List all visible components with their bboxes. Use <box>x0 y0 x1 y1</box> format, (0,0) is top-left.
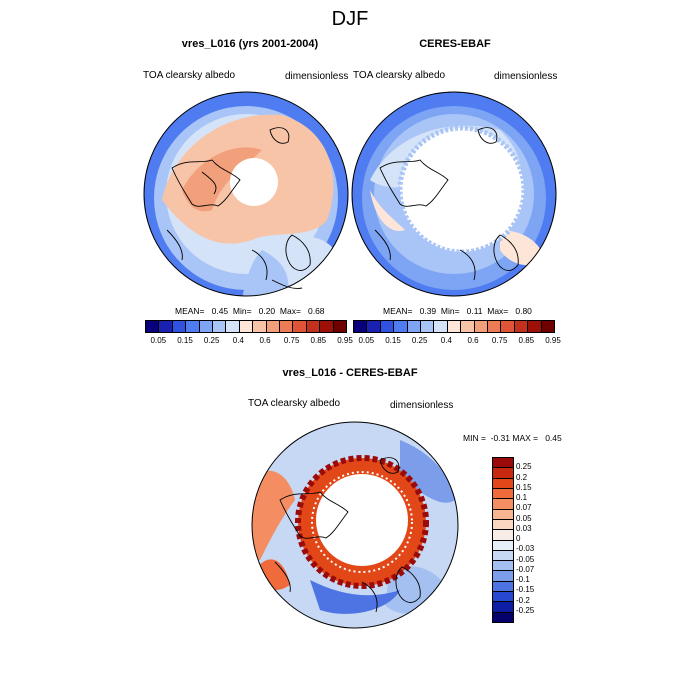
model-colorbar-tick-label: 0.4 <box>232 336 244 345</box>
model-colorbar-swatch <box>146 321 160 332</box>
diff-colorbar-swatch <box>493 612 513 622</box>
obs-colorbar-tick-label: 0.4 <box>440 336 452 345</box>
diff-polar-map <box>251 421 459 629</box>
model-colorbar-tick-label: 0.95 <box>337 336 353 345</box>
diff-colorbar-tick-label: -0.07 <box>516 564 535 574</box>
model-colorbar-tick-label: 0.05 <box>150 336 167 345</box>
diff-colorbar-swatch <box>493 550 513 562</box>
obs-colorbar-swatch <box>528 321 542 332</box>
obs-colorbar <box>353 320 555 333</box>
diff-colorbar-swatch <box>493 499 513 510</box>
obs-polar-map <box>351 91 557 297</box>
diff-minmax: MIN = -0.31 MAX = 0.45 <box>463 433 562 443</box>
obs-colorbar-ticks: 0.05 0.15 0.25 0.4 0.6 0.75 0.85 0.95 <box>353 336 561 348</box>
diff-colorbar <box>492 457 514 623</box>
obs-stats: MEAN= 0.39 Min= 0.11 Max= 0.80 <box>383 306 532 316</box>
diff-colorbar-swatch <box>493 519 513 531</box>
diff-colorbar-tick-label: 0.1 <box>516 493 528 502</box>
model-colorbar-tick-label: 0.6 <box>259 336 271 345</box>
diff-right-label: dimensionless <box>390 400 454 411</box>
diff-colorbar-swatch <box>493 458 513 469</box>
model-colorbar-tick-label: 0.75 <box>283 336 300 345</box>
model-colorbar-tick-label: 0.25 <box>203 336 220 345</box>
diff-colorbar-ticks: 0.25 0.2 0.15 0.1 0.07 0.05 0.03 0 -0.03 -0.05 -0.… <box>516 457 556 621</box>
model-colorbar-swatch <box>186 321 200 332</box>
obs-colorbar-swatch <box>421 321 435 332</box>
diff-colorbar-tick-label: -0.25 <box>516 605 535 615</box>
diff-colorbar-tick-label: 0.2 <box>516 472 528 482</box>
model-colorbar-swatch <box>253 321 267 332</box>
obs-colorbar-swatch <box>474 321 489 332</box>
model-polar-map <box>143 91 349 297</box>
obs-colorbar-tick-label: 0.05 <box>358 336 375 345</box>
diff-colorbar-swatch <box>493 530 513 541</box>
obs-colorbar-swatch <box>394 321 408 332</box>
model-colorbar-swatch <box>213 321 227 332</box>
model-colorbar-swatch <box>199 321 214 332</box>
obs-colorbar-swatch <box>541 321 555 332</box>
diff-colorbar-tick-label: -0.03 <box>516 544 535 554</box>
diff-panel-title: vres_L016 - CERES-EBAF <box>282 367 418 379</box>
obs-colorbar-swatch <box>354 321 368 332</box>
obs-colorbar-swatch <box>407 321 422 332</box>
obs-colorbar-tick-label: 0.25 <box>411 336 428 345</box>
diff-colorbar-tick-label: 0.15 <box>516 482 532 492</box>
main-title: DJF <box>331 8 369 30</box>
obs-panel-title: CERES-EBAF <box>419 38 491 50</box>
diff-colorbar-swatch <box>493 478 513 489</box>
model-panel-title: vres_L016 (yrs 2001-2004) <box>181 38 319 50</box>
obs-left-label: TOA clearsky albedo <box>353 70 446 81</box>
model-colorbar-swatch <box>172 321 187 332</box>
diff-colorbar-swatch <box>493 602 513 613</box>
obs-colorbar-tick-label: 0.75 <box>491 336 508 345</box>
model-stats: MEAN= 0.45 Min= 0.20 Max= 0.68 <box>175 306 325 316</box>
model-colorbar <box>145 320 347 333</box>
model-colorbar-swatch <box>293 321 307 332</box>
diff-colorbar-tick-label: 0 <box>516 534 521 543</box>
model-left-label: TOA clearsky albedo <box>143 70 236 81</box>
obs-right-label: dimensionless <box>494 71 558 82</box>
obs-colorbar-tick-label: 0.95 <box>545 336 561 345</box>
model-colorbar-swatch <box>333 321 347 332</box>
diff-colorbar-tick-label: -0.2 <box>516 595 530 605</box>
diff-colorbar-tick-label: -0.15 <box>516 585 535 595</box>
diff-colorbar-tick-label: 0.25 <box>516 462 532 472</box>
obs-colorbar-swatch <box>434 321 448 332</box>
diff-left-label: TOA clearsky albedo <box>248 398 341 409</box>
diff-colorbar-tick-label: 0.05 <box>516 513 532 523</box>
diff-colorbar-tick-label: 0.03 <box>516 523 532 533</box>
diff-colorbar-tick-label: -0.05 <box>516 554 535 564</box>
obs-colorbar-swatch <box>367 321 381 332</box>
diff-colorbar-swatch <box>493 488 513 500</box>
diff-colorbar-swatch <box>493 509 513 520</box>
obs-colorbar-swatch <box>380 321 395 332</box>
model-colorbar-swatch <box>159 321 173 332</box>
obs-colorbar-tick-label: 0.85 <box>518 336 535 345</box>
diff-colorbar-swatch <box>493 571 513 582</box>
obs-colorbar-tick-label: 0.15 <box>385 336 401 345</box>
diff-colorbar-swatch <box>493 540 513 551</box>
diff-colorbar-swatch <box>493 581 513 593</box>
model-colorbar-swatch <box>239 321 254 332</box>
model-colorbar-ticks: 0.05 0.15 0.25 0.4 0.6 0.75 0.85 0.95 <box>145 336 353 348</box>
diff-colorbar-tick-label: 0.07 <box>516 503 532 513</box>
obs-colorbar-swatch <box>514 321 529 332</box>
obs-colorbar-tick-label: 0.6 <box>467 336 479 345</box>
model-colorbar-swatch <box>306 321 321 332</box>
model-right-label: dimensionless <box>285 71 349 82</box>
obs-colorbar-swatch <box>447 321 462 332</box>
diff-colorbar-swatch <box>493 468 513 479</box>
obs-colorbar-swatch <box>501 321 515 332</box>
model-colorbar-swatch <box>226 321 240 332</box>
model-colorbar-swatch <box>266 321 281 332</box>
model-colorbar-swatch <box>320 321 334 332</box>
obs-colorbar-swatch <box>488 321 502 332</box>
obs-colorbar-swatch <box>461 321 475 332</box>
model-colorbar-tick-label: 0.15 <box>177 336 193 345</box>
diff-colorbar-tick-label: -0.1 <box>516 575 530 584</box>
model-colorbar-swatch <box>280 321 294 332</box>
diff-colorbar-swatch <box>493 592 513 603</box>
diff-colorbar-swatch <box>493 561 513 572</box>
model-colorbar-tick-label: 0.85 <box>310 336 327 345</box>
